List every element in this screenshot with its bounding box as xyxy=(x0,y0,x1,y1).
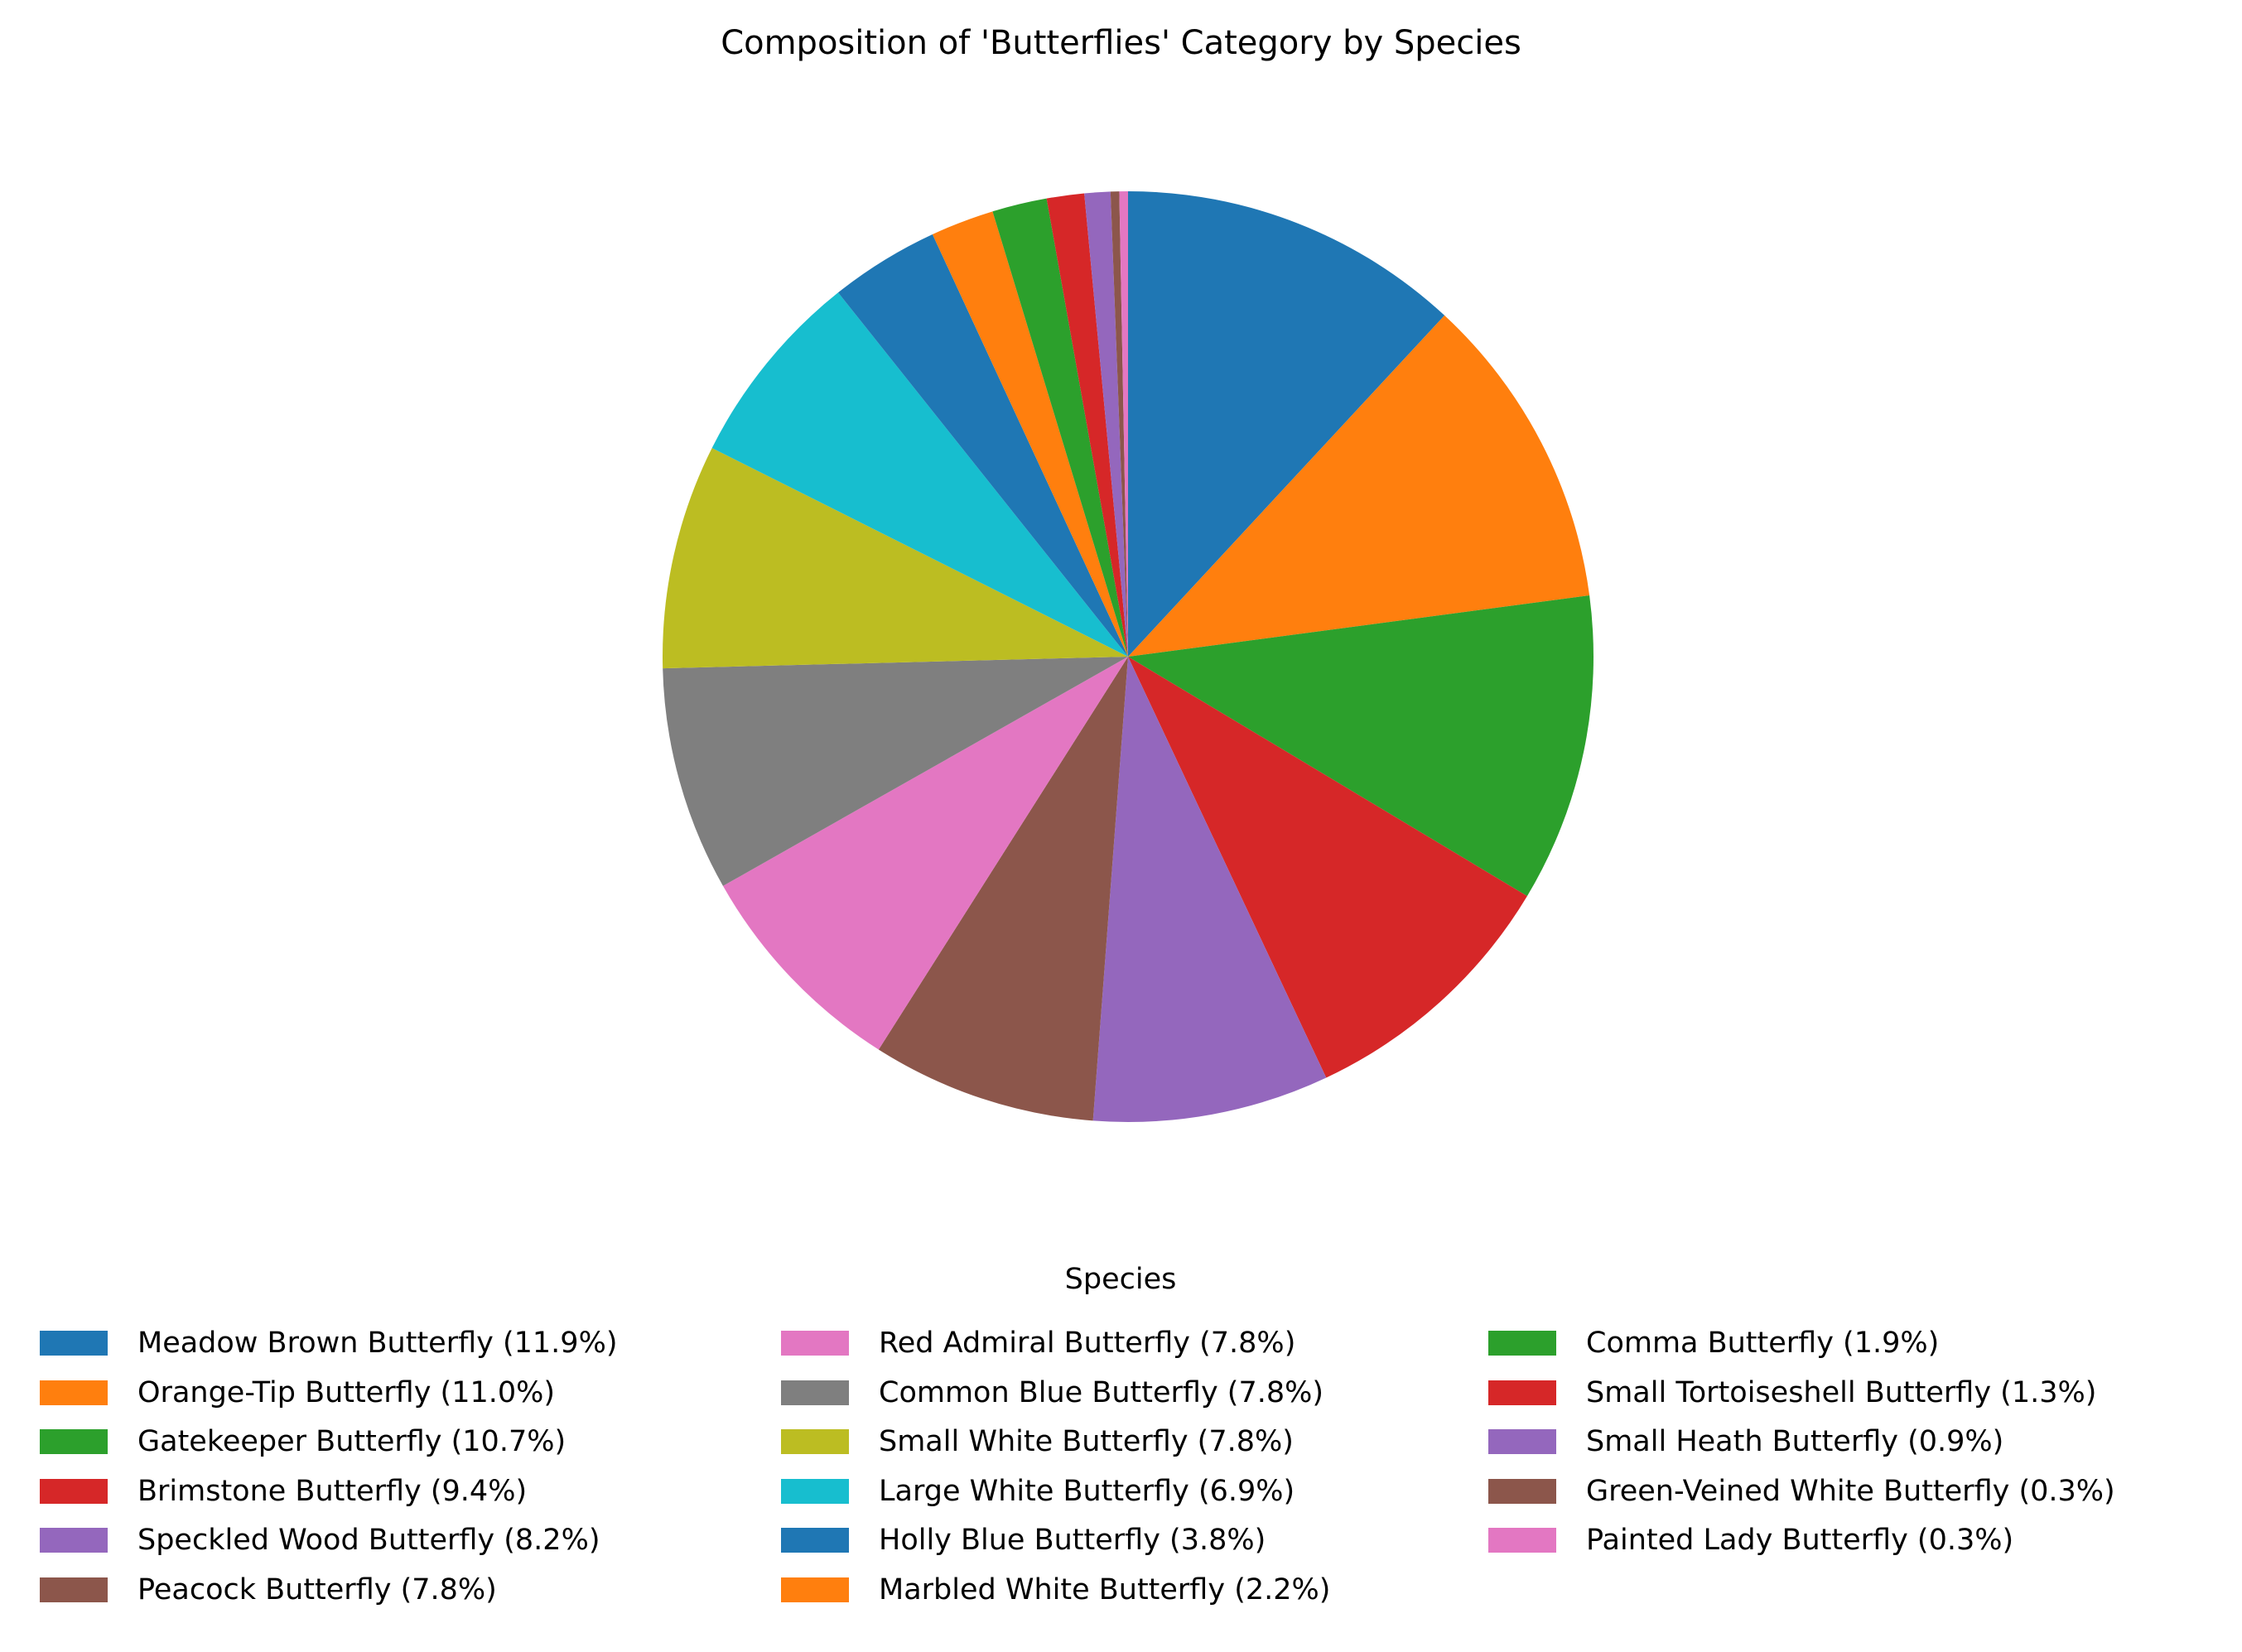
pie-slice-16 xyxy=(1119,191,1128,657)
legend-item-16: Painted Lady Butterfly (0.3%) xyxy=(1488,1515,2013,1565)
legend-label: Painted Lady Butterfly (0.3%) xyxy=(1586,1524,2014,1557)
legend-label: Green-Veined White Butterfly (0.3%) xyxy=(1586,1474,2115,1508)
legend-swatch xyxy=(781,1528,849,1553)
legend-swatch xyxy=(1488,1528,1556,1553)
legend-label: Marbled White Butterfly (2.2%) xyxy=(879,1573,1331,1606)
legend-item-11: Marbled White Butterfly (2.2%) xyxy=(781,1565,1330,1615)
legend-item-13: Small Tortoiseshell Butterfly (1.3%) xyxy=(1488,1368,2096,1418)
pie-slice-13 xyxy=(1046,193,1128,657)
legend-item-2: Gatekeeper Butterfly (10.7%) xyxy=(40,1417,566,1467)
legend-label: Small White Butterfly (7.8%) xyxy=(879,1425,1294,1458)
legend-item-6: Red Admiral Butterfly (7.8%) xyxy=(781,1318,1295,1368)
legend-swatch xyxy=(781,1380,849,1405)
pie-slice-12 xyxy=(992,198,1128,657)
pie-slice-14 xyxy=(1084,191,1128,657)
legend-item-7: Common Blue Butterfly (7.8%) xyxy=(781,1368,1324,1418)
legend-swatch xyxy=(781,1331,849,1356)
legend-swatch xyxy=(40,1478,108,1504)
pie-slice-4 xyxy=(1092,657,1327,1122)
pie-slice-1 xyxy=(1128,315,1590,657)
pie-slice-9 xyxy=(711,292,1128,657)
pie-chart xyxy=(663,191,1594,1122)
pie-slice-3 xyxy=(1128,657,1527,1078)
legend-swatch xyxy=(781,1429,849,1454)
legend-label: Large White Butterfly (6.9%) xyxy=(879,1474,1295,1508)
legend-swatch xyxy=(40,1429,108,1454)
legend-label: Small Tortoiseshell Butterfly (1.3%) xyxy=(1586,1375,2097,1409)
legend-item-3: Brimstone Butterfly (9.4%) xyxy=(40,1467,527,1516)
pie-slice-7 xyxy=(663,657,1128,886)
legend-item-9: Large White Butterfly (6.9%) xyxy=(781,1467,1295,1516)
legend-item-10: Holly Blue Butterfly (3.8%) xyxy=(781,1515,1266,1565)
legend-swatch xyxy=(40,1380,108,1405)
legend-swatch xyxy=(1488,1331,1556,1356)
legend-swatch xyxy=(40,1577,108,1602)
legend-label: Orange-Tip Butterfly (11.0%) xyxy=(137,1375,556,1409)
legend-label: Gatekeeper Butterfly (10.7%) xyxy=(137,1425,567,1458)
legend-label: Meadow Brown Butterfly (11.9%) xyxy=(137,1327,618,1360)
legend-item-5: Peacock Butterfly (7.8%) xyxy=(40,1565,497,1615)
legend-label: Speckled Wood Butterfly (8.2%) xyxy=(137,1524,600,1557)
legend-item-15: Green-Veined White Butterfly (0.3%) xyxy=(1488,1467,2115,1516)
legend-swatch xyxy=(781,1478,849,1504)
legend-swatch xyxy=(40,1331,108,1356)
pie-slice-5 xyxy=(878,657,1128,1121)
pie-slice-6 xyxy=(722,657,1128,1050)
pie-slice-10 xyxy=(837,234,1128,657)
legend-swatch xyxy=(781,1577,849,1602)
legend-item-14: Small Heath Butterfly (0.9%) xyxy=(1488,1417,2003,1467)
pie-slice-2 xyxy=(1128,595,1594,897)
legend-swatch xyxy=(1488,1478,1556,1504)
legend-item-0: Meadow Brown Butterfly (11.9%) xyxy=(40,1318,617,1368)
legend-item-4: Speckled Wood Butterfly (8.2%) xyxy=(40,1515,600,1565)
legend-label: Common Blue Butterfly (7.8%) xyxy=(879,1375,1324,1409)
pie-slice-15 xyxy=(1110,191,1128,657)
legend-title: Species xyxy=(1064,1263,1177,1296)
legend-label: Small Heath Butterfly (0.9%) xyxy=(1586,1425,2004,1458)
legend-swatch xyxy=(1488,1380,1556,1405)
legend-item-12: Comma Butterfly (1.9%) xyxy=(1488,1318,1939,1368)
legend-label: Comma Butterfly (1.9%) xyxy=(1586,1327,1940,1360)
legend-label: Red Admiral Butterfly (7.8%) xyxy=(879,1327,1296,1360)
legend-item-1: Orange-Tip Butterfly (11.0%) xyxy=(40,1368,555,1418)
legend-label: Brimstone Butterfly (9.4%) xyxy=(137,1474,528,1508)
legend-label: Peacock Butterfly (7.8%) xyxy=(137,1573,497,1606)
pie-slice-8 xyxy=(663,448,1128,669)
pie-slice-11 xyxy=(932,211,1128,657)
chart-title: Composition of 'Butterflies' Category by… xyxy=(721,24,1521,62)
pie-slice-0 xyxy=(1128,191,1445,657)
legend-item-8: Small White Butterfly (7.8%) xyxy=(781,1417,1294,1467)
legend-label: Holly Blue Butterfly (3.8%) xyxy=(879,1524,1266,1557)
legend-swatch xyxy=(1488,1429,1556,1454)
legend-swatch xyxy=(40,1528,108,1553)
